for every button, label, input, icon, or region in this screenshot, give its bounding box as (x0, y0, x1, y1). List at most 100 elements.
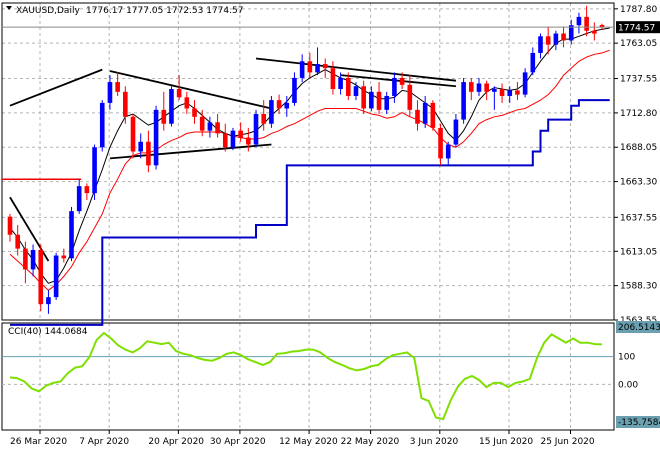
grid (2, 3, 614, 430)
candle-body (30, 249, 36, 270)
trendline (255, 57, 457, 82)
candle-body (76, 186, 82, 212)
candle-body (23, 248, 28, 270)
candle-body (123, 91, 128, 117)
candle-body (107, 82, 113, 103)
candle-body (161, 109, 167, 124)
candle-body (230, 130, 236, 148)
candle-body (438, 127, 443, 159)
price-axis: 1787.80 1763.05 1737.55 1712.80 1688.05 1663.… (2, 5, 660, 326)
candle-body (222, 133, 228, 148)
candle-body (61, 255, 67, 259)
candle-body (192, 108, 197, 117)
candle-body (153, 109, 159, 166)
price-panel-frame (1, 2, 615, 321)
current-price-box (616, 21, 660, 34)
candle-body (561, 33, 566, 41)
price-tick-label: 1688.05 (620, 143, 657, 153)
candle-body (92, 147, 97, 194)
candle-body (430, 102, 436, 128)
candle-body (246, 137, 251, 145)
cci-tick-label: -135.7584 (618, 418, 660, 428)
time-tick-label: 3 Jun 2020 (410, 437, 459, 447)
price-tick-label: 1588.30 (620, 282, 657, 292)
price-tick-label: 1712.80 (620, 109, 657, 119)
candle-body (507, 90, 513, 96)
candle-body (46, 297, 51, 305)
candle-body (399, 77, 405, 85)
candle-body (284, 102, 290, 109)
candle-body (576, 16, 582, 26)
candle-body (599, 24, 605, 28)
candle-body (515, 90, 520, 95)
candles (7, 5, 605, 314)
time-axis: 26 Mar 2020 7 Apr 2020 20 Apr 2020 30 Apr 2… (10, 430, 595, 447)
price-tick-label: 1763.05 (620, 39, 657, 49)
time-tick-label: 7 Apr 2020 (79, 437, 129, 447)
time-tick-label: 20 Apr 2020 (148, 437, 204, 447)
candle-body (261, 114, 267, 124)
price-tick-label: 1637.55 (620, 213, 657, 223)
time-tick-label: 26 Mar 2020 (10, 437, 67, 447)
candle-body (276, 100, 282, 109)
candle-body (499, 89, 505, 96)
candle-body (99, 102, 105, 148)
candle-body (307, 61, 313, 73)
candle-body (138, 141, 144, 152)
indicator-panel-frame (1, 322, 615, 431)
price-tick-label: 1737.55 (620, 75, 657, 85)
candle-body (545, 36, 551, 45)
candle-body (69, 211, 74, 259)
candle-body (253, 114, 259, 145)
candle-body (484, 83, 489, 92)
ohlc-readout: 1776.17 1777.05 1772.53 1774.57 (86, 6, 243, 16)
cci-tick-box (616, 416, 660, 428)
time-tick-label: 22 May 2020 (341, 437, 400, 447)
candle-body (376, 91, 382, 110)
candle-body (38, 249, 44, 305)
candle-body (568, 25, 574, 41)
candle-body (369, 91, 374, 109)
candle-body (292, 77, 297, 103)
candle-body (384, 95, 390, 110)
candle-body (330, 68, 336, 90)
cci-line (2, 331, 614, 421)
candle-body (530, 52, 536, 73)
cci-tick-box (616, 321, 660, 333)
cci-line (9, 331, 603, 421)
candle-body (176, 89, 182, 98)
candle-body (361, 86, 366, 109)
candle-body (345, 77, 351, 96)
candle-body (215, 122, 220, 134)
series-line-step (10, 99, 610, 326)
candle-body (422, 102, 428, 124)
candle-body (315, 64, 320, 73)
series-line-envelope (9, 49, 610, 291)
candle-body (415, 109, 420, 124)
current-price-label: 1774.57 (618, 24, 655, 34)
price-tick-label: 1787.80 (620, 5, 657, 15)
candle-body (468, 82, 474, 92)
candle-body (53, 255, 59, 298)
candle-body (7, 216, 13, 235)
candle-body (522, 72, 528, 95)
trendline (9, 68, 103, 107)
candle-body (199, 116, 205, 131)
time-tick-label: 15 Jun 2020 (479, 437, 533, 447)
candle-body (453, 119, 459, 145)
candle-body (476, 83, 482, 92)
cci-axis: 206.5143 100 0.00 -135.7584 (616, 321, 660, 428)
time-tick-label: 12 May 2020 (279, 437, 338, 447)
candle-body (207, 122, 213, 131)
trendlines (9, 57, 457, 262)
cci-label: CCI(40) 144.0684 (8, 327, 88, 337)
collapse-arrow-icon[interactable] (6, 6, 12, 10)
price-tick-label: 1663.30 (620, 178, 657, 188)
candle-body (169, 89, 174, 124)
candle-body (299, 61, 305, 78)
trendline (109, 143, 272, 160)
candle-body (407, 84, 413, 110)
candle-body (553, 33, 559, 45)
candle-body (538, 36, 543, 53)
cci-tick-label: 0.00 (618, 380, 638, 390)
